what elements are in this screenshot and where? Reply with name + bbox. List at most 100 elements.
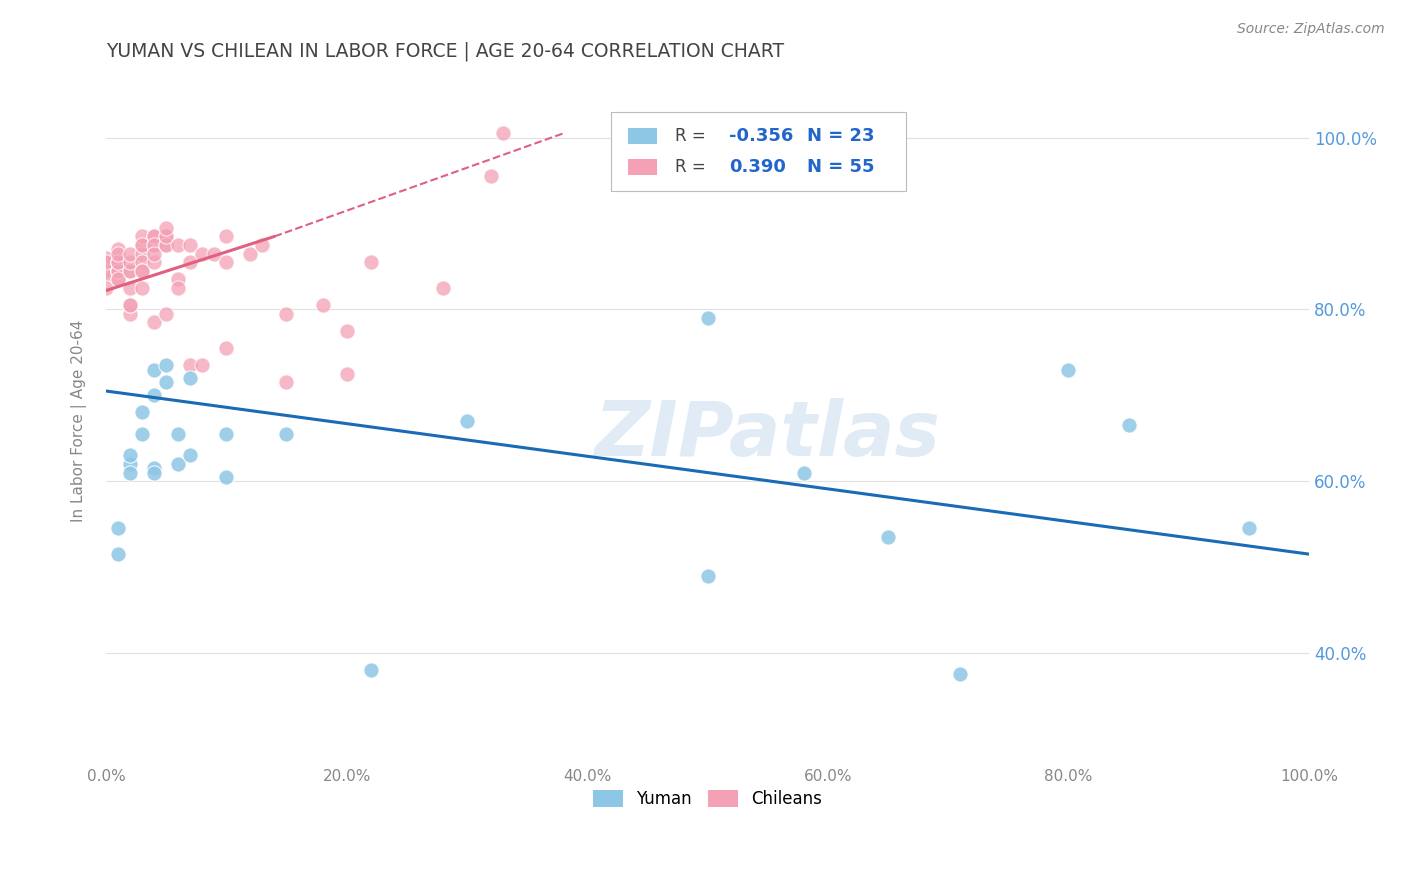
Text: N = 23: N = 23 (807, 127, 875, 145)
Point (432, 281, 454, 295)
Point (118, 298, 141, 312)
Point (143, 229, 166, 244)
FancyBboxPatch shape (628, 159, 657, 175)
Point (1118, 418, 1140, 433)
Point (456, 414, 478, 428)
Text: -0.356: -0.356 (730, 127, 793, 145)
Point (179, 449, 201, 463)
Point (143, 238, 166, 252)
Text: ZIPatlas: ZIPatlas (595, 398, 941, 472)
Point (179, 238, 201, 252)
Point (118, 307, 141, 321)
Point (143, 246, 166, 260)
Point (276, 426, 298, 441)
Point (94, 251, 117, 265)
Point (155, 358, 177, 372)
Point (131, 264, 153, 278)
Point (131, 238, 153, 252)
Point (155, 376, 177, 390)
Point (118, 466, 141, 480)
Point (107, 264, 129, 278)
Point (118, 264, 141, 278)
Point (311, 298, 333, 312)
Point (131, 264, 153, 278)
Point (155, 220, 177, 235)
Text: YUMAN VS CHILEAN IN LABOR FORCE | AGE 20-64 CORRELATION CHART: YUMAN VS CHILEAN IN LABOR FORCE | AGE 20… (105, 42, 785, 62)
Point (118, 449, 141, 463)
Point (131, 405, 153, 419)
Point (118, 246, 141, 260)
Text: R =: R = (675, 158, 711, 176)
Point (143, 362, 166, 376)
Point (107, 547, 129, 561)
Point (143, 388, 166, 402)
Point (215, 229, 238, 244)
Point (167, 272, 190, 286)
Point (252, 238, 274, 252)
Point (94, 264, 117, 278)
Point (179, 371, 201, 385)
Point (131, 246, 153, 260)
Point (155, 229, 177, 244)
Point (191, 246, 214, 260)
Point (107, 243, 129, 257)
Point (336, 324, 359, 338)
Point (94, 255, 117, 269)
Text: 0.390: 0.390 (730, 158, 786, 176)
Point (336, 367, 359, 381)
Point (155, 229, 177, 244)
Point (131, 229, 153, 244)
Point (118, 457, 141, 471)
Point (107, 272, 129, 286)
Point (276, 376, 298, 390)
Point (143, 466, 166, 480)
Point (107, 255, 129, 269)
Point (360, 255, 382, 269)
Point (131, 255, 153, 269)
Text: Source: ZipAtlas.com: Source: ZipAtlas.com (1237, 22, 1385, 37)
Point (215, 426, 238, 441)
Point (276, 307, 298, 321)
Point (1057, 362, 1080, 376)
Point (202, 246, 225, 260)
Point (215, 255, 238, 269)
Point (143, 238, 166, 252)
Point (215, 470, 238, 484)
Text: N = 55: N = 55 (807, 158, 875, 176)
Point (793, 466, 815, 480)
Point (215, 341, 238, 355)
Point (239, 246, 262, 260)
Point (131, 426, 153, 441)
Point (167, 238, 190, 252)
Point (107, 264, 129, 278)
Point (94, 268, 117, 282)
Point (179, 255, 201, 269)
Point (118, 264, 141, 278)
Point (1237, 521, 1260, 535)
Legend: Yuman, Chileans: Yuman, Chileans (586, 783, 830, 814)
Point (492, 127, 515, 141)
Point (167, 426, 190, 441)
FancyBboxPatch shape (628, 128, 657, 145)
Point (107, 521, 129, 535)
Point (143, 229, 166, 244)
Point (143, 461, 166, 475)
Point (131, 238, 153, 252)
Point (191, 358, 214, 372)
Point (107, 246, 129, 260)
Point (167, 457, 190, 471)
Text: R =: R = (675, 127, 711, 145)
Point (143, 315, 166, 329)
Point (107, 272, 129, 286)
Point (360, 663, 382, 677)
Point (107, 255, 129, 269)
Point (949, 667, 972, 681)
Point (155, 307, 177, 321)
Point (167, 281, 190, 295)
Point (179, 358, 201, 372)
Point (143, 255, 166, 269)
Point (155, 238, 177, 252)
Point (107, 264, 129, 278)
Point (155, 238, 177, 252)
Point (94, 255, 117, 269)
